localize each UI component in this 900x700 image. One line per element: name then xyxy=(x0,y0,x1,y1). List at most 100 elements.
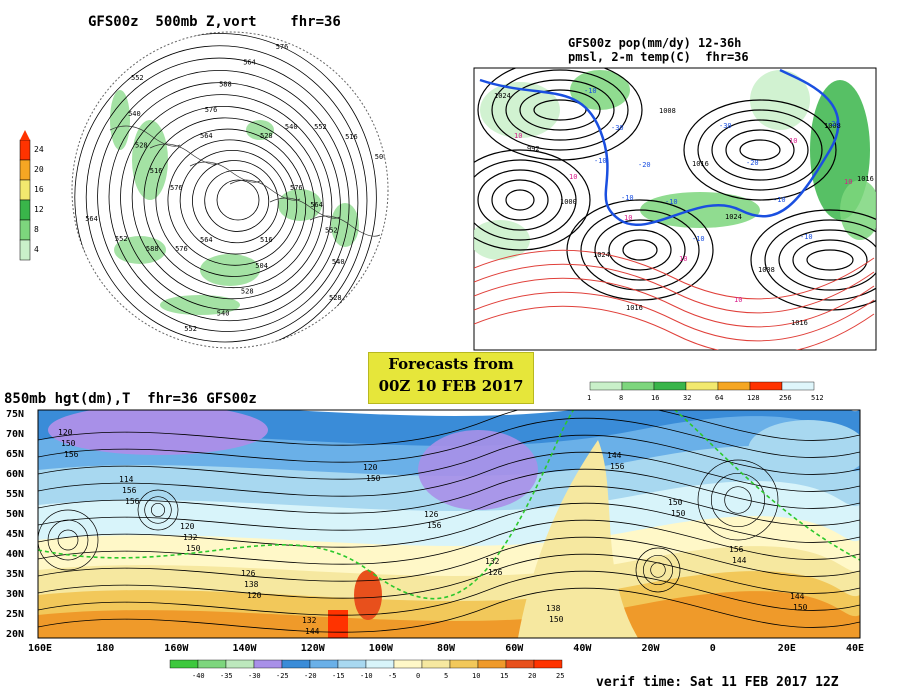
legend-label: 512 xyxy=(811,394,824,402)
temp-band xyxy=(38,516,860,638)
contour-label: 120 xyxy=(58,428,73,437)
coastline xyxy=(109,125,181,147)
lon-label: 180 xyxy=(96,643,114,654)
panel-850-drawing: 120 114 120 126 132 120 126 132 138 144 150 156 144 1… xyxy=(6,409,864,654)
legend-swatch xyxy=(309,659,339,669)
temp-band xyxy=(38,446,860,638)
legend-label: -25 xyxy=(276,672,289,680)
contour-label: 120 xyxy=(247,591,262,600)
legend-label: -10 xyxy=(360,672,373,680)
legend-swatch xyxy=(477,659,507,669)
pressure-label: 1000 xyxy=(560,198,577,206)
contour-label: 576 xyxy=(175,245,188,253)
isobar xyxy=(477,68,643,161)
legend-label: 16 xyxy=(651,394,659,402)
legend-label: 20 xyxy=(34,165,44,174)
isobar xyxy=(505,79,615,141)
contour-label: 150 xyxy=(668,498,683,507)
lon-label: 60W xyxy=(505,643,524,654)
isobar xyxy=(505,189,535,211)
isobar xyxy=(474,149,591,251)
vorticity-patch xyxy=(110,90,130,150)
closed-contour xyxy=(710,472,766,528)
isobar xyxy=(697,109,823,191)
contour-label: 150 xyxy=(366,474,381,483)
pressure-label: 1008 xyxy=(758,266,775,274)
contour-label: 540 xyxy=(217,309,230,317)
legend-swatch xyxy=(19,179,31,201)
contour-label: 528 xyxy=(241,287,254,295)
contour-label: 516 xyxy=(260,236,273,244)
precip-patch xyxy=(810,80,870,220)
height-contour xyxy=(38,468,860,514)
height-contour xyxy=(38,536,860,582)
temp-label-blue: -10 xyxy=(773,196,786,204)
isobar xyxy=(491,69,629,151)
legend-swatch xyxy=(19,159,31,181)
verif-time: verif time: Sat 11 FEB 2017 12Z xyxy=(596,675,839,690)
legend-label: -40 xyxy=(192,672,205,680)
temp-label-blue: -10 xyxy=(692,235,705,243)
contour-label: 540 xyxy=(285,123,298,131)
temp-label-blue: -10 xyxy=(621,194,634,202)
contour-label: 150 xyxy=(186,544,201,553)
contour-label: 156 xyxy=(729,545,744,554)
legend-swatch xyxy=(749,381,783,391)
contour-label: 564 xyxy=(200,132,213,140)
contour-label: 552 xyxy=(184,325,197,333)
lon-label: 140W xyxy=(233,643,258,654)
height-contour xyxy=(38,553,860,599)
isobar xyxy=(594,219,686,281)
pressure-label: 1024 xyxy=(593,251,610,259)
legend-swatch xyxy=(197,659,227,669)
height-contour xyxy=(167,139,298,266)
temp-label-blue: -10 xyxy=(800,233,813,241)
isobar xyxy=(608,229,672,271)
isobar xyxy=(533,99,587,121)
precip-patch xyxy=(570,70,630,110)
pressure-label: 1008 xyxy=(824,122,841,130)
contour-label: 156 xyxy=(427,521,442,530)
temp-band xyxy=(38,481,860,638)
contour-label: 576 xyxy=(276,43,289,51)
coastline xyxy=(269,197,341,219)
contour-label: 120 xyxy=(180,522,195,531)
contour-label: 552 xyxy=(325,226,338,234)
legend-label: 8 xyxy=(619,394,623,402)
legend-swatch xyxy=(717,381,751,391)
contour-label: 516 xyxy=(345,133,358,141)
legend-label: 64 xyxy=(715,394,723,402)
closed-contour xyxy=(137,489,179,531)
closed-contour xyxy=(144,496,172,524)
panel-850-title: 850mb hgt(dm),T fhr=36 GFS00z xyxy=(4,391,257,407)
legend-label: 24 xyxy=(34,145,44,154)
pressure-label: 1024 xyxy=(494,92,511,100)
contour-label: 150 xyxy=(671,509,686,518)
lat-label: 55N xyxy=(6,489,24,500)
legend-swatch xyxy=(225,659,255,669)
contour-label: 528 xyxy=(329,294,342,302)
contour-label: 126 xyxy=(424,510,439,519)
contour-label: 552 xyxy=(314,123,327,131)
lon-label: 80W xyxy=(437,643,456,654)
isobar xyxy=(566,199,714,301)
lon-label: 160E xyxy=(28,643,52,654)
legend-label: 1 xyxy=(587,394,591,402)
isobar xyxy=(477,169,563,231)
temp-label-blue: -20 xyxy=(827,120,840,128)
closed-contour xyxy=(724,486,752,514)
vorticity-patch xyxy=(246,120,274,140)
contour-label: 156 xyxy=(64,450,79,459)
panel-850-frame xyxy=(37,409,861,639)
height-contour xyxy=(216,179,260,221)
contour-label: 144 xyxy=(732,556,747,565)
legend-swatch xyxy=(19,199,31,221)
legend-swatch xyxy=(781,381,815,391)
isobar xyxy=(519,89,601,131)
legend-swatch xyxy=(685,381,719,391)
cold-core xyxy=(48,410,268,455)
temp-label-blue: -10 xyxy=(584,87,597,95)
height-contour xyxy=(72,33,377,348)
contour-label: 126 xyxy=(241,569,256,578)
